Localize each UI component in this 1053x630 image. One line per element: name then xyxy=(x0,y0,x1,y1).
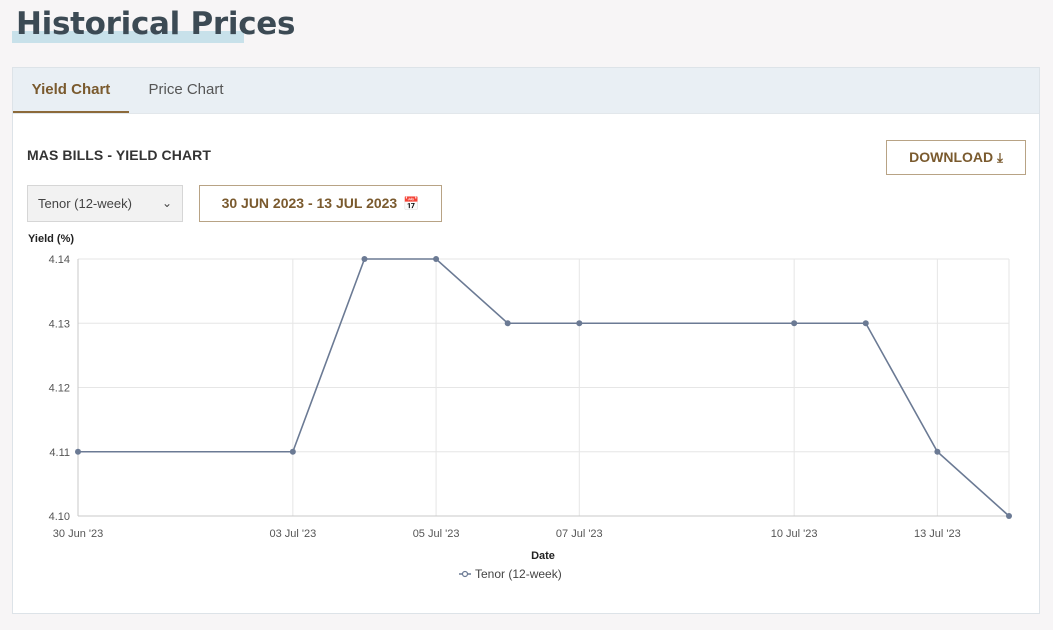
tenor-select-value: Tenor (12-week) xyxy=(38,196,132,211)
download-label: DOWNLOAD xyxy=(909,149,994,165)
data-point xyxy=(576,320,583,327)
data-point xyxy=(934,448,941,455)
legend-marker xyxy=(461,570,469,578)
tab-bar: Yield Chart Price Chart xyxy=(13,68,1039,114)
data-point xyxy=(504,320,511,327)
data-point xyxy=(361,256,368,262)
data-point xyxy=(433,256,440,262)
page-title: Historical Prices xyxy=(16,6,296,42)
x-tick-label: 05 Jul '23 xyxy=(413,528,460,540)
tenor-select[interactable]: Tenor (12-week) ⌄ xyxy=(27,185,183,222)
calendar-icon: 📅 xyxy=(403,196,420,211)
y-tick-label: 4.12 xyxy=(49,383,70,395)
chart-card: Yield Chart Price Chart MAS BILLS - YIEL… xyxy=(12,67,1040,614)
data-point xyxy=(1006,513,1012,519)
x-tick-label: 13 Jul '23 xyxy=(914,528,961,540)
x-tick-label: 07 Jul '23 xyxy=(556,528,603,540)
series-line xyxy=(78,258,1010,517)
legend-label: Tenor (12-week) xyxy=(475,567,562,581)
y-tick-label: 4.10 xyxy=(49,511,70,523)
y-axis-label: Yield (%) xyxy=(28,233,74,245)
date-range-button[interactable]: 30 JUN 2023 - 13 JUL 2023 📅 xyxy=(199,185,442,222)
download-button[interactable]: DOWNLOAD ⤓ xyxy=(886,140,1026,175)
tab-price-chart[interactable]: Price Chart xyxy=(148,81,224,98)
data-point xyxy=(289,448,296,455)
y-tick-label: 4.13 xyxy=(49,318,70,330)
y-tick-label: 4.11 xyxy=(49,447,70,459)
data-point xyxy=(862,320,869,327)
x-tick-label: 03 Jul '23 xyxy=(269,528,316,540)
download-icon: ⤓ xyxy=(997,150,1003,165)
chevron-down-icon: ⌄ xyxy=(161,196,172,210)
data-point xyxy=(75,448,81,455)
y-tick-label: 4.14 xyxy=(49,254,70,266)
x-tick-label: 10 Jul '23 xyxy=(771,528,818,540)
x-tick-label: 30 Jun '23 xyxy=(53,528,103,540)
data-point xyxy=(791,320,798,327)
tab-yield-chart[interactable]: Yield Chart xyxy=(13,68,129,113)
legend[interactable]: Tenor (12-week) xyxy=(459,567,562,581)
x-axis-label: Date xyxy=(531,550,555,562)
date-range-label: 30 JUN 2023 - 13 JUL 2023 xyxy=(221,195,398,211)
chart-title: MAS BILLS - YIELD CHART xyxy=(27,147,212,163)
